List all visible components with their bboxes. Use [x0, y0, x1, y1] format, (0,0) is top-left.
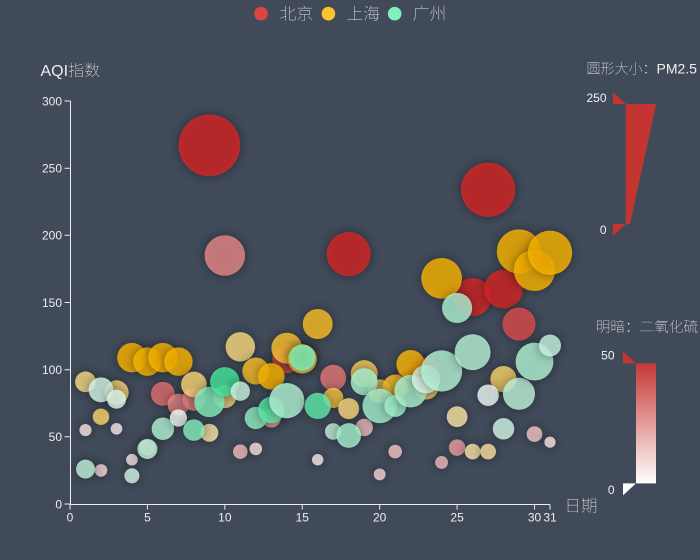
- svg-text:PM2.5: PM2.5: [657, 61, 698, 77]
- svg-text:300: 300: [42, 94, 62, 108]
- svg-text:0: 0: [55, 497, 62, 511]
- svg-text:150: 150: [42, 296, 62, 310]
- svg-text:250: 250: [42, 162, 62, 176]
- svg-text:5: 5: [144, 511, 151, 525]
- svg-text:0: 0: [608, 483, 615, 497]
- svg-text:0: 0: [600, 223, 607, 237]
- svg-text:20: 20: [373, 511, 387, 525]
- svg-text:31: 31: [543, 511, 557, 525]
- svg-text:25: 25: [450, 511, 464, 525]
- svg-text:200: 200: [42, 229, 62, 243]
- svg-text:0: 0: [67, 511, 74, 525]
- svg-text:100: 100: [42, 363, 62, 377]
- svg-text:50: 50: [49, 430, 63, 444]
- svg-text:10: 10: [218, 511, 232, 525]
- svg-text:30: 30: [528, 511, 542, 525]
- svg-text:50: 50: [601, 349, 615, 363]
- svg-text:250: 250: [586, 91, 606, 105]
- svg-text:AQI: AQI: [41, 63, 69, 80]
- svg-text:15: 15: [296, 511, 310, 525]
